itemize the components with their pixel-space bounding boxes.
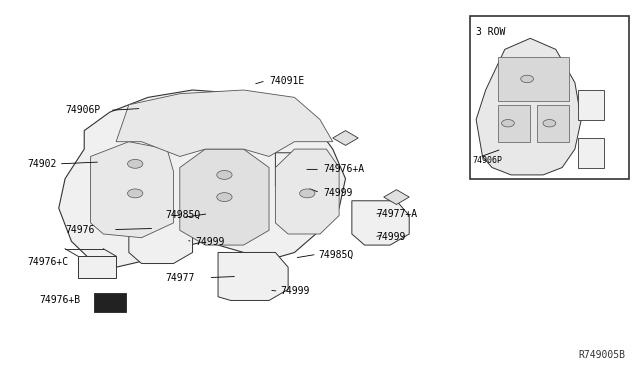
Polygon shape [129, 215, 193, 263]
Polygon shape [275, 153, 333, 197]
Polygon shape [218, 253, 288, 301]
Polygon shape [578, 138, 604, 167]
Text: 74906P: 74906P [65, 105, 100, 115]
Circle shape [217, 193, 232, 202]
Circle shape [521, 75, 534, 83]
Polygon shape [476, 38, 581, 175]
Polygon shape [352, 201, 409, 245]
Text: 74976+B: 74976+B [40, 295, 81, 305]
Text: 74985Q: 74985Q [166, 210, 201, 220]
Circle shape [217, 170, 232, 179]
Polygon shape [116, 90, 333, 157]
Text: 74976: 74976 [65, 225, 95, 235]
Polygon shape [578, 90, 604, 119]
Circle shape [502, 119, 515, 127]
Polygon shape [91, 142, 173, 238]
Polygon shape [333, 131, 358, 145]
Circle shape [127, 160, 143, 168]
Polygon shape [275, 149, 339, 234]
Text: 74977+A: 74977+A [376, 209, 417, 219]
Circle shape [127, 189, 143, 198]
Polygon shape [384, 190, 409, 205]
Polygon shape [78, 256, 116, 278]
Text: 74976+C: 74976+C [27, 257, 68, 267]
Text: 74902: 74902 [27, 159, 56, 169]
Text: 74999: 74999 [376, 232, 406, 242]
Text: 74977: 74977 [166, 273, 195, 283]
Bar [470, 16, 629, 179]
Polygon shape [499, 105, 531, 142]
Polygon shape [537, 105, 568, 142]
Circle shape [543, 119, 556, 127]
Polygon shape [499, 57, 568, 101]
Polygon shape [59, 90, 346, 267]
Text: 74906P: 74906P [473, 155, 503, 165]
Circle shape [300, 189, 315, 198]
Text: 3 ROW: 3 ROW [476, 27, 506, 37]
Text: R749005B: R749005B [579, 350, 626, 359]
Text: 74999: 74999 [323, 187, 353, 198]
Text: 74999: 74999 [280, 286, 310, 296]
Polygon shape [94, 293, 125, 311]
Text: 74999: 74999 [196, 237, 225, 247]
Text: 74985Q: 74985Q [319, 249, 354, 259]
Polygon shape [180, 149, 269, 245]
Text: 74091E: 74091E [269, 76, 304, 86]
Text: 74976+A: 74976+A [323, 164, 364, 174]
